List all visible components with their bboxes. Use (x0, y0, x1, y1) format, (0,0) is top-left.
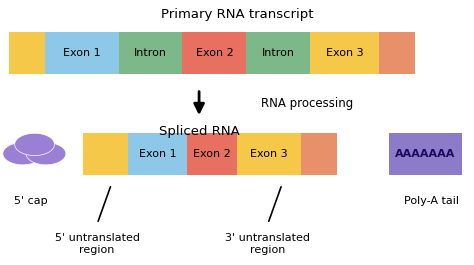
Text: 5' cap: 5' cap (14, 196, 47, 206)
Text: Exon 1: Exon 1 (139, 149, 176, 159)
Bar (187, 132, 237, 175)
Text: Intron: Intron (134, 48, 167, 58)
Bar (246, 32, 310, 74)
Text: Exon 2: Exon 2 (196, 48, 233, 58)
Bar (118, 32, 182, 74)
Circle shape (15, 133, 55, 156)
Text: Exon 3: Exon 3 (326, 48, 364, 58)
Text: Spliced RNA: Spliced RNA (159, 125, 239, 138)
Text: RNA processing: RNA processing (261, 97, 353, 110)
Text: 3' untranslated
region: 3' untranslated region (225, 233, 310, 255)
Bar (379, 32, 415, 74)
Bar (128, 132, 187, 175)
Text: Exon 1: Exon 1 (63, 48, 100, 58)
Bar (310, 32, 379, 74)
Text: Primary RNA transcript: Primary RNA transcript (161, 8, 313, 21)
Text: AAAAAAA: AAAAAAA (395, 149, 456, 159)
Bar (45, 32, 118, 74)
Text: Intron: Intron (262, 48, 295, 58)
Text: Poly-A tail: Poly-A tail (404, 196, 459, 206)
Text: Exon 3: Exon 3 (250, 149, 288, 159)
Bar (9, 32, 45, 74)
Bar (389, 132, 462, 175)
Text: Exon 2: Exon 2 (193, 149, 231, 159)
Bar (237, 132, 301, 175)
Bar (182, 32, 246, 74)
Circle shape (3, 143, 43, 165)
Text: 5' untranslated
region: 5' untranslated region (55, 233, 140, 255)
Bar (301, 132, 337, 175)
Circle shape (26, 143, 66, 165)
Bar (83, 132, 128, 175)
